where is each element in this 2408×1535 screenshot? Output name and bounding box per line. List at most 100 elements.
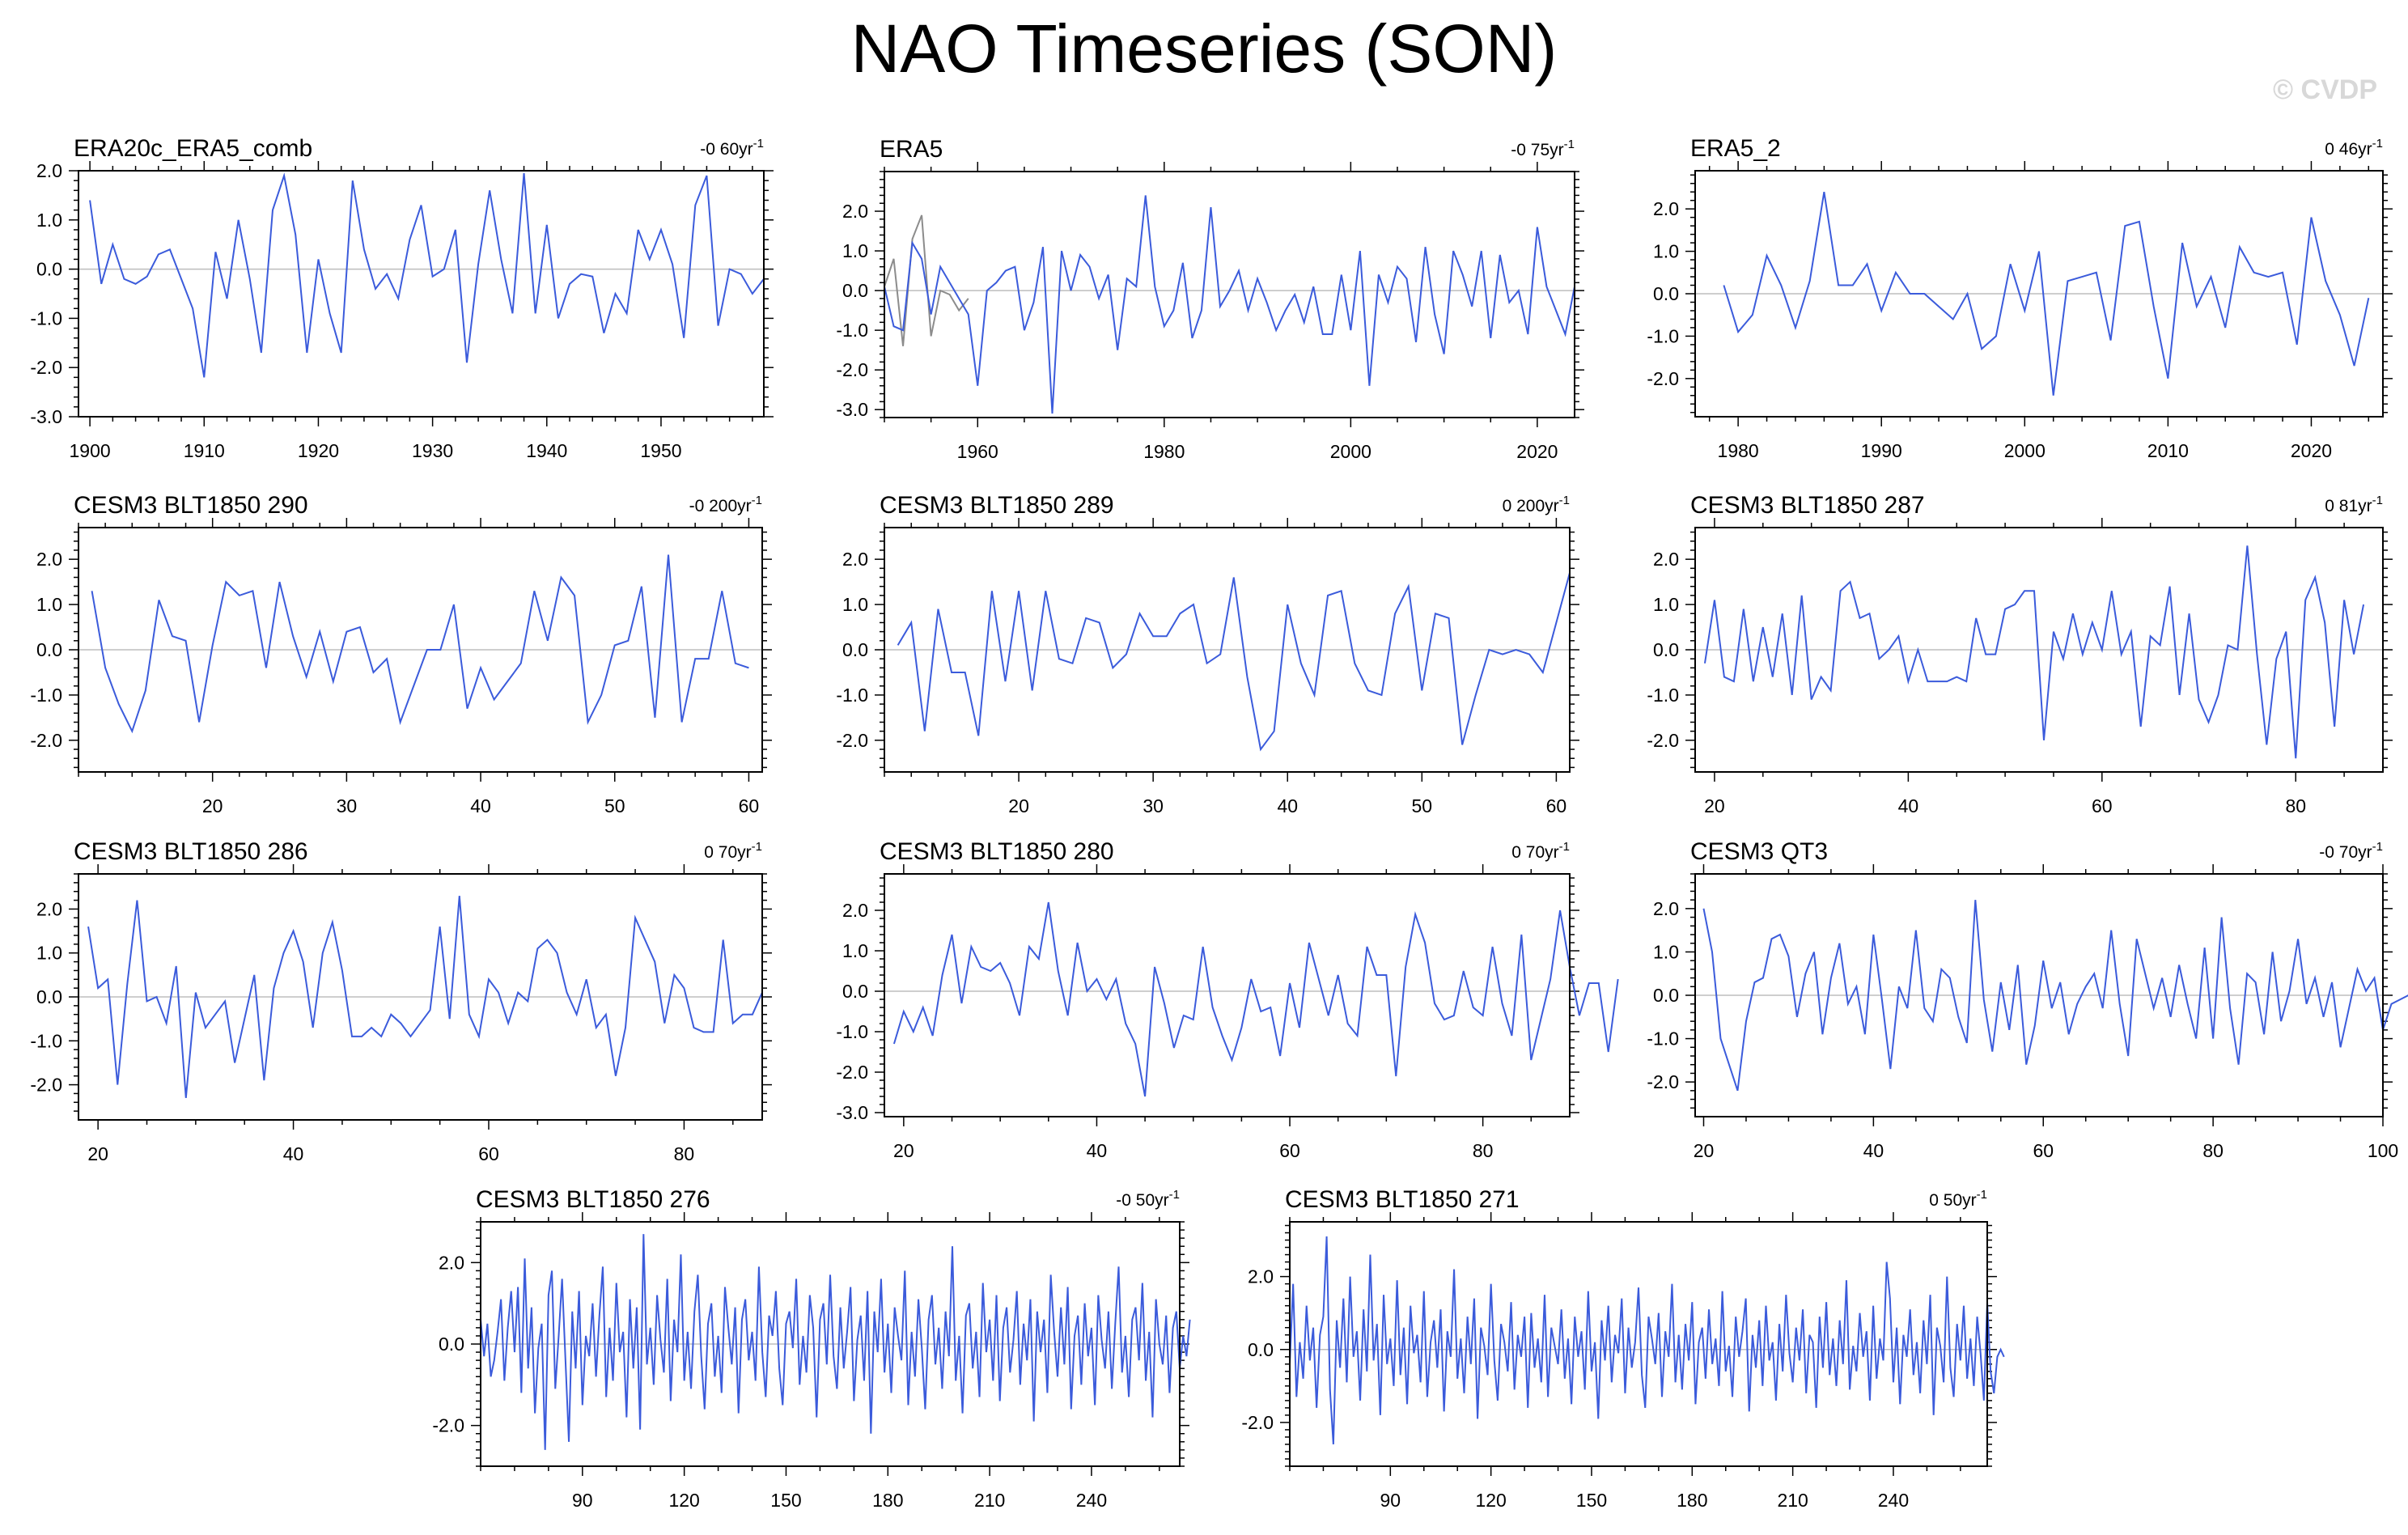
y-tick-label: -1.0 (30, 685, 62, 706)
x-tick-label: 50 (604, 795, 625, 816)
y-tick-label: -2.0 (836, 730, 868, 751)
plot-frame (78, 527, 763, 773)
y-tick-label: 0.0 (36, 639, 62, 660)
x-tick-label: 60 (2033, 1140, 2054, 1161)
y-tick-label: -1.0 (836, 320, 868, 341)
x-tick-label: 20 (87, 1143, 108, 1164)
x-tick-label: 1900 (70, 440, 111, 461)
x-tick-label: 40 (1898, 795, 1919, 816)
y-tick-label: -2.0 (30, 1075, 62, 1096)
nao-series-line (89, 172, 765, 378)
panel-title: CESM3 BLT1850 289 (880, 492, 1114, 519)
x-tick-label: 40 (470, 795, 491, 816)
plot-frame (884, 527, 1571, 773)
trend-label: -0 60yr-1 (700, 137, 764, 159)
x-tick-label: 2000 (1330, 441, 1371, 462)
y-tick-label: -1.0 (1647, 325, 1679, 346)
y-tick-label: 1.0 (36, 210, 62, 231)
nao-series-line (897, 572, 1571, 752)
y-tick-label: 2.0 (36, 160, 62, 181)
y-tick-label: 0.0 (1248, 1339, 1274, 1360)
x-tick-label: 30 (337, 795, 358, 816)
y-tick-label: 2.0 (1248, 1266, 1274, 1287)
x-tick-label: 80 (2202, 1140, 2224, 1161)
nao-series-line (1289, 1236, 2005, 1445)
y-tick-label: 1.0 (36, 943, 62, 964)
x-tick-label: 90 (572, 1490, 593, 1511)
y-tick-label: 0.0 (842, 280, 868, 301)
y-tick-label: 2.0 (1653, 549, 1679, 570)
trend-label: -0 70yr-1 (2319, 840, 2383, 862)
x-tick-label: 240 (1878, 1490, 1909, 1511)
y-tick-label: 1.0 (36, 594, 62, 615)
x-tick-label: 90 (1380, 1490, 1401, 1511)
trend-label: -0 75yr-1 (1511, 138, 1575, 159)
y-tick-label: 2.0 (1653, 198, 1679, 219)
trend-label: -0 200yr-1 (689, 494, 762, 515)
y-tick-label: -2.0 (432, 1415, 464, 1436)
x-tick-label: 80 (2285, 795, 2306, 816)
panel-title: CESM3 BLT1850 290 (74, 492, 308, 519)
x-tick-label: 180 (872, 1490, 903, 1511)
x-tick-label: 40 (283, 1143, 304, 1164)
panel-title: CESM3 BLT1850 271 (1285, 1186, 1520, 1213)
x-tick-label: 40 (1863, 1140, 1884, 1161)
y-tick-label: -2.0 (30, 357, 62, 378)
y-tick-label: -3.0 (836, 399, 868, 420)
x-tick-label: 210 (1777, 1490, 1808, 1511)
x-tick-label: 40 (1087, 1140, 1108, 1161)
x-tick-label: 1980 (1143, 441, 1185, 462)
x-tick-label: 60 (1546, 795, 1567, 816)
panel-6: CESM3 BLT1850 287 0 81yr-1 -2.0 -1.0 0.0 1.0 2… (1647, 492, 2393, 816)
y-tick-label: 2.0 (36, 549, 62, 570)
x-tick-label: 1930 (412, 440, 453, 461)
y-tick-label: 1.0 (1653, 594, 1679, 615)
panel-title: ERA20c_ERA5_comb (74, 135, 312, 162)
y-tick-label: 1.0 (1653, 941, 1679, 962)
panel-title: CESM3 BLT1850 287 (1690, 492, 1925, 519)
trend-label: 0 200yr-1 (1503, 494, 1570, 515)
trend-label: 0 46yr-1 (2325, 137, 2383, 159)
y-tick-label: 1.0 (1653, 241, 1679, 262)
nao-series-line (87, 896, 763, 1098)
x-tick-label: 30 (1143, 795, 1164, 816)
x-tick-label: 1940 (526, 440, 567, 461)
panel-title: ERA5_2 (1690, 135, 1781, 162)
secondary-series-line (884, 214, 969, 346)
y-tick-label: 2.0 (439, 1252, 464, 1273)
x-tick-label: 2010 (2147, 440, 2189, 461)
y-tick-label: -2.0 (1241, 1412, 1274, 1433)
y-tick-label: -2.0 (836, 359, 868, 380)
y-tick-label: 0.0 (36, 986, 62, 1007)
x-tick-label: 120 (668, 1490, 699, 1511)
panel-5: CESM3 BLT1850 289 0 200yr-1 -2.0 -1.0 0.0 1.0… (836, 492, 1579, 816)
x-tick-label: 1990 (1861, 440, 1902, 461)
y-tick-label: -1.0 (836, 1021, 868, 1042)
y-tick-label: -2.0 (30, 730, 62, 751)
x-tick-label: 60 (478, 1143, 499, 1164)
nao-series-line (480, 1234, 1191, 1450)
trend-label: 0 81yr-1 (2325, 494, 2383, 515)
y-tick-label: -2.0 (1647, 368, 1679, 389)
panel-title: CESM3 QT3 (1690, 838, 1828, 865)
panel-3: ERA5_2 0 46yr-1 -2.0 -1.0 0.0 1.0 2.0 1980 1990 2… (1647, 135, 2393, 461)
panel-7: CESM3 BLT1850 286 0 70yr-1 -2.0 -1.0 0.0 1.0 2… (30, 838, 772, 1164)
panel-title: CESM3 BLT1850 276 (476, 1186, 710, 1213)
nao-series-line (892, 901, 1619, 1097)
y-tick-label: 2.0 (36, 898, 62, 919)
trend-label: 0 70yr-1 (704, 840, 762, 862)
x-tick-label: 80 (674, 1143, 695, 1164)
x-tick-label: 120 (1475, 1490, 1506, 1511)
panel-4: CESM3 BLT1850 290 -0 200yr-1 -2.0 -1.0 0.0 1.… (30, 492, 772, 816)
x-tick-label: 1960 (957, 441, 998, 462)
x-tick-label: 1920 (298, 440, 339, 461)
y-tick-label: -3.0 (30, 406, 62, 427)
x-tick-label: 210 (974, 1490, 1005, 1511)
x-tick-label: 60 (1279, 1140, 1300, 1161)
y-tick-label: -1.0 (30, 1030, 62, 1051)
x-tick-label: 180 (1677, 1490, 1707, 1511)
y-tick-label: 2.0 (842, 900, 868, 921)
y-tick-label: 1.0 (842, 940, 868, 961)
trend-label: -0 50yr-1 (1116, 1188, 1180, 1210)
x-tick-label: 1980 (1718, 440, 1759, 461)
